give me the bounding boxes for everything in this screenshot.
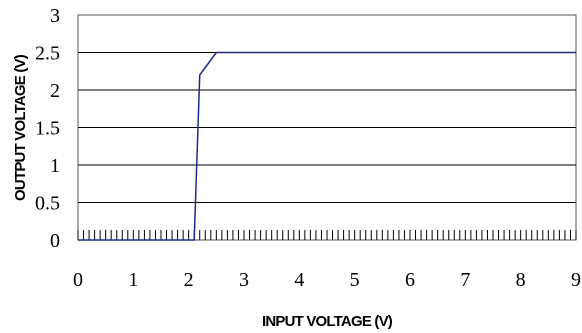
x-axis-title: INPUT VOLTAGE (V) xyxy=(262,313,393,330)
x-tick-label: 7 xyxy=(460,269,470,291)
x-tick-label: 4 xyxy=(294,269,304,291)
y-tick-label: 1.5 xyxy=(35,118,60,140)
x-tick-label: 2 xyxy=(184,269,194,291)
y-tick-label: 2.5 xyxy=(35,43,60,65)
x-tick-label: 1 xyxy=(128,269,138,291)
grid-lines xyxy=(78,52,576,203)
y-tick-label: 0 xyxy=(50,230,60,252)
x-tick-label: 6 xyxy=(405,269,415,291)
x-minor-ticks xyxy=(77,230,577,240)
y-tick-label: 1 xyxy=(50,155,60,177)
y-tick-label: 2 xyxy=(50,80,60,102)
x-tick-labels: 0 1 2 3 4 5 6 7 8 9 xyxy=(73,269,581,291)
x-tick-label: 9 xyxy=(571,269,581,291)
x-tick-label: 8 xyxy=(516,269,526,291)
y-tick-label: 3 xyxy=(50,5,60,27)
y-tick-label: 0.5 xyxy=(35,193,60,215)
y-tick-labels: 0 0.5 1 1.5 2 2.5 3 xyxy=(35,5,60,252)
x-tick-label: 3 xyxy=(239,269,249,291)
x-tick-label: 5 xyxy=(350,269,360,291)
x-tick-label: 0 xyxy=(73,269,83,291)
series-line xyxy=(78,51,576,241)
y-axis-title: OUTPUT VOLTAGE (V) xyxy=(12,54,29,201)
series-group xyxy=(78,51,576,241)
